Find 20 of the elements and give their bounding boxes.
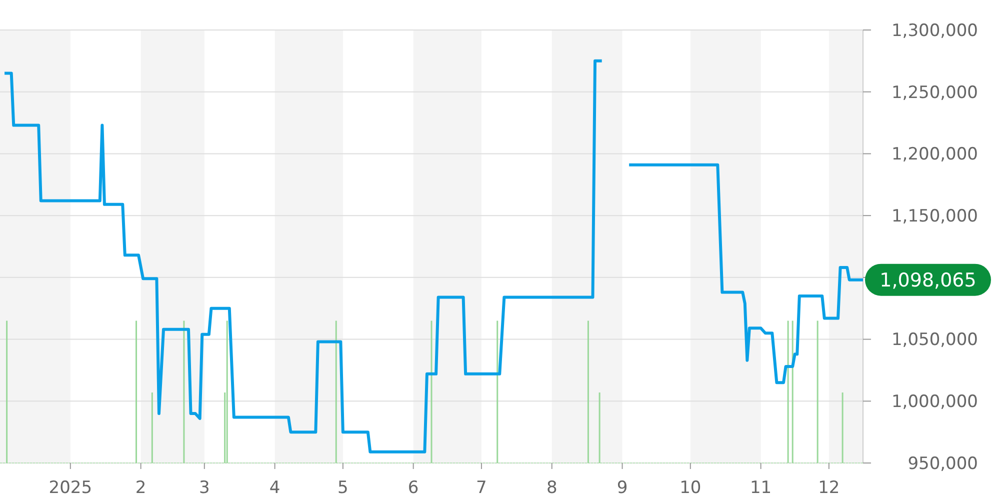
x-tick-label: 5: [338, 478, 348, 498]
x-tick-label: 11: [750, 478, 772, 498]
x-tick-label: 2: [135, 478, 146, 498]
y-tick-label: 1,250,000: [891, 82, 978, 103]
x-tick-label: 6: [408, 478, 419, 498]
x-tick-label: 8: [546, 478, 558, 498]
y-tick-label: 1,050,000: [891, 330, 978, 350]
x-tick-label: 2025: [48, 478, 92, 498]
x-tick-label: 10: [680, 478, 702, 498]
y-tick-label: 1,300,000: [891, 20, 978, 41]
y-tick-label: 1,000,000: [891, 392, 978, 412]
x-tick-label: 9: [616, 478, 628, 498]
y-tick-label: 1,200,000: [891, 144, 978, 165]
y-tick-label: 950,000: [908, 454, 978, 474]
x-tick-label: 4: [269, 478, 280, 498]
y-tick-label: 1,150,000: [891, 206, 978, 227]
x-tick-label: 3: [198, 478, 210, 498]
x-tick-label: 7: [476, 478, 487, 498]
x-tick-label: 12: [818, 478, 840, 498]
annotation: 1,098,065: [880, 269, 976, 292]
